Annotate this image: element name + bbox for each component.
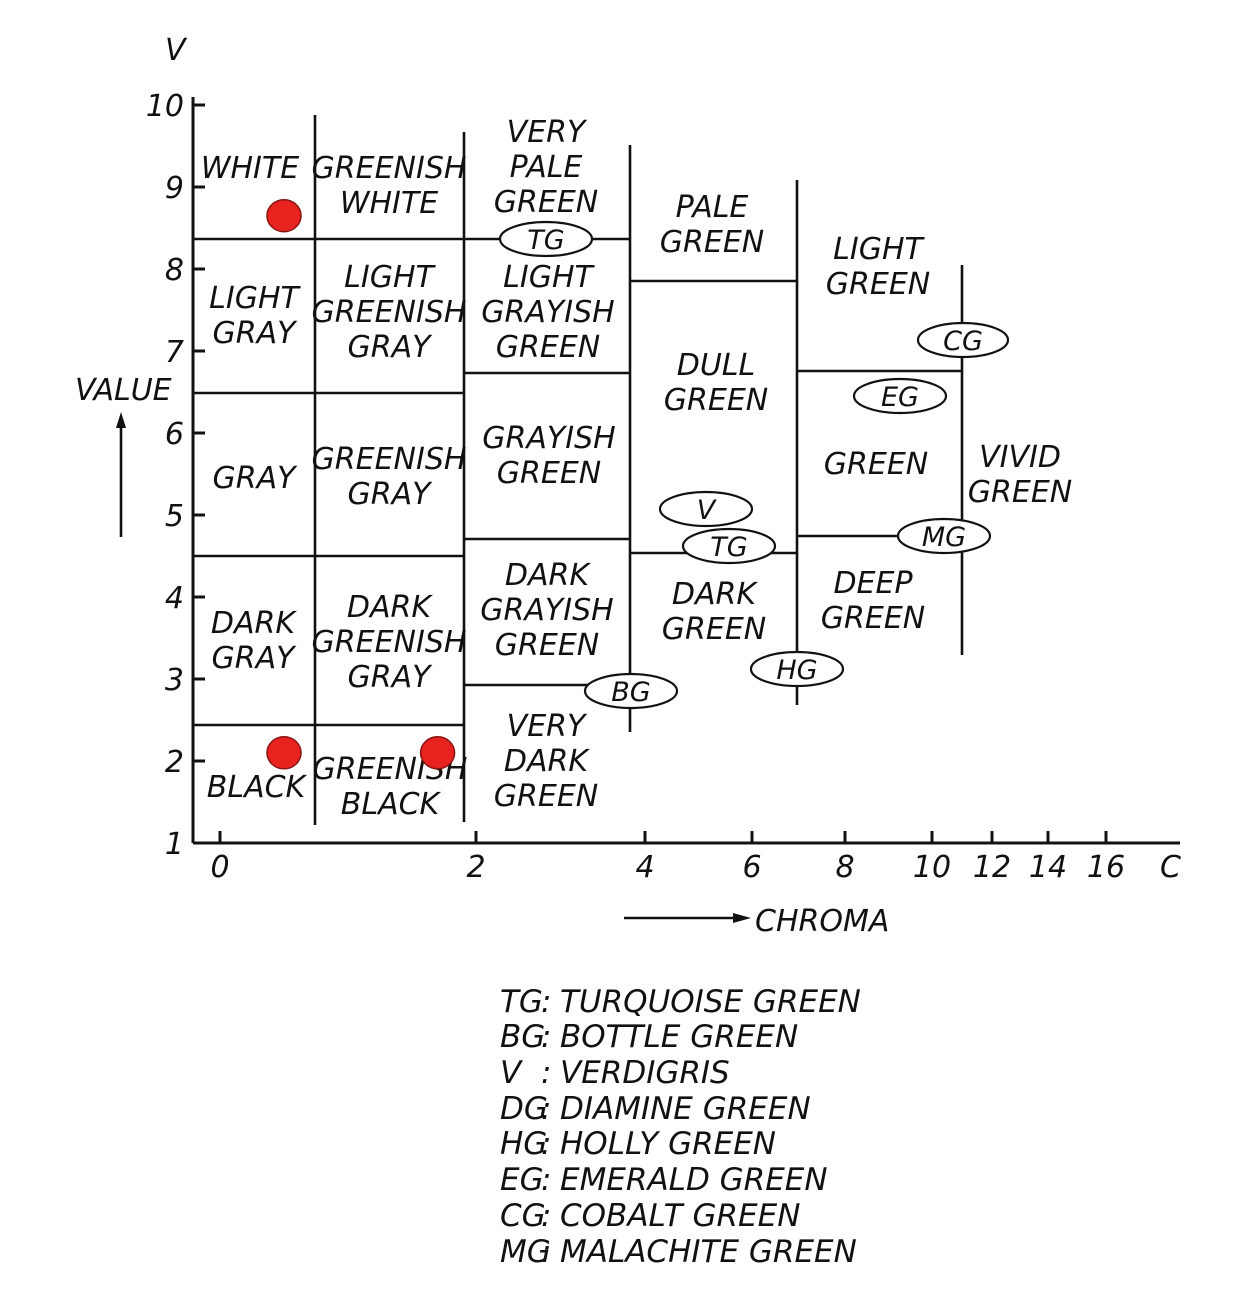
legend-entry: DG: DIAMINE GREEN	[500, 1091, 811, 1127]
region-label: LIGHT GRAYISH GREEN	[481, 260, 614, 365]
y-tick-label: 6	[165, 417, 184, 452]
marker-label: HG	[776, 655, 817, 686]
legend-entry: V: VERDIGRIS	[500, 1055, 730, 1091]
marker-label: CG	[943, 326, 983, 357]
x-tick-label: 8	[835, 850, 854, 885]
marker-tg-upper: TG	[498, 220, 594, 258]
legend-entry: CG: COBALT GREEN	[500, 1198, 800, 1234]
x-tick-label: 12	[973, 850, 1011, 885]
x-axis-arrow-icon	[624, 913, 751, 923]
region-label: DULL GREEN	[664, 348, 768, 418]
marker-cg: CG	[916, 321, 1010, 359]
y-axis-arrow-icon	[116, 412, 126, 537]
legend-entry: HG: HOLLY GREEN	[500, 1126, 776, 1162]
legend-entry: TG: TURQUOISE GREEN	[500, 984, 861, 1020]
region-label: DARK GRAY	[211, 606, 297, 676]
sample-point	[419, 736, 456, 770]
y-tick-label: 10	[146, 89, 184, 124]
marker-label: TG	[527, 225, 564, 256]
y-tick-label: 4	[165, 581, 184, 616]
region-label: GRAYISH GREEN	[482, 421, 615, 491]
region-label: LIGHT GREEN	[826, 232, 930, 302]
legend-entry: EG: EMERALD GREEN	[500, 1162, 828, 1198]
region-label: DARK GREENISH GRAY	[312, 590, 467, 695]
sample-points	[266, 198, 456, 770]
sample-point	[266, 198, 302, 233]
y-tick-label: 9	[165, 171, 184, 206]
y-tick-label: 2	[165, 745, 184, 780]
region-label: VERY PALE GREEN	[494, 115, 598, 220]
marker-label: BG	[611, 677, 650, 708]
x-tick-label: 6	[742, 850, 761, 885]
region-label: GREENISH WHITE	[312, 151, 467, 221]
pigment-markers: TG CG EG V TG MG HG BG	[498, 220, 1010, 710]
legend-entry: MG: MALACHITE GREEN	[500, 1234, 857, 1270]
y-tick-label: 3	[165, 663, 184, 698]
region-label: GREEN	[824, 447, 928, 482]
marker-eg: EG	[852, 377, 948, 415]
legend-entry: BG: BOTTLE GREEN	[500, 1019, 798, 1055]
region-label: DARK GRAYISH GREEN	[480, 558, 613, 663]
marker-label: V	[697, 495, 718, 526]
marker-label: EG	[881, 382, 919, 413]
region-label: VIVID GREEN	[968, 440, 1072, 510]
x-tick-label: 16	[1087, 850, 1125, 885]
marker-tg-lower: TG	[681, 527, 777, 565]
x-axis-ticks: 0 2 4 6 8 10 12 14 16	[210, 831, 1125, 885]
region-label: LIGHT GRAY	[209, 281, 301, 351]
region-label: WHITE	[201, 151, 299, 186]
x-tick-label: 10	[913, 850, 951, 885]
region-label: DARK GREEN	[662, 577, 766, 647]
region-label: GRAY	[213, 461, 299, 496]
region-label: LIGHT GREENISH GRAY	[312, 260, 467, 365]
marker-label: TG	[710, 532, 747, 563]
y-tick-label: 5	[165, 499, 184, 534]
marker-bg: BG	[583, 672, 679, 710]
x-tick-label: 2	[466, 850, 485, 885]
x-tick-label: 4	[635, 850, 654, 885]
y-axis-ticks: 1 2 3 4 5 6 7 8 9 10	[146, 89, 205, 862]
marker-label: MG	[922, 522, 966, 553]
y-tick-label: 8	[165, 253, 184, 288]
marker-mg: MG	[896, 517, 992, 555]
region-labels: WHITE GREENISH WHITE VERY PALE GREEN PALE GR…	[201, 115, 1072, 822]
marker-hg: HG	[749, 650, 845, 688]
y-axis-symbol: V	[165, 33, 188, 68]
sample-point	[266, 736, 302, 770]
x-tick-label: 14	[1029, 850, 1067, 885]
region-label: BLACK	[207, 770, 308, 805]
marker-v: V	[658, 490, 754, 528]
y-tick-label: 1	[165, 827, 184, 862]
y-axis-title: VALUE	[75, 373, 172, 408]
region-label: DEEP GREEN	[821, 566, 925, 636]
region-label: PALE GREEN	[660, 190, 764, 260]
y-tick-label: 7	[165, 335, 184, 370]
x-tick-label: 0	[210, 850, 229, 885]
x-axis-symbol: C	[1160, 850, 1181, 885]
region-label: VERY DARK GREEN	[494, 709, 598, 814]
x-axis-title: CHROMA	[755, 904, 889, 939]
legend: TG: TURQUOISE GREEN BG: BOTTLE GREEN V: VER…	[500, 984, 861, 1270]
region-label: GREENISH GRAY	[312, 442, 467, 512]
